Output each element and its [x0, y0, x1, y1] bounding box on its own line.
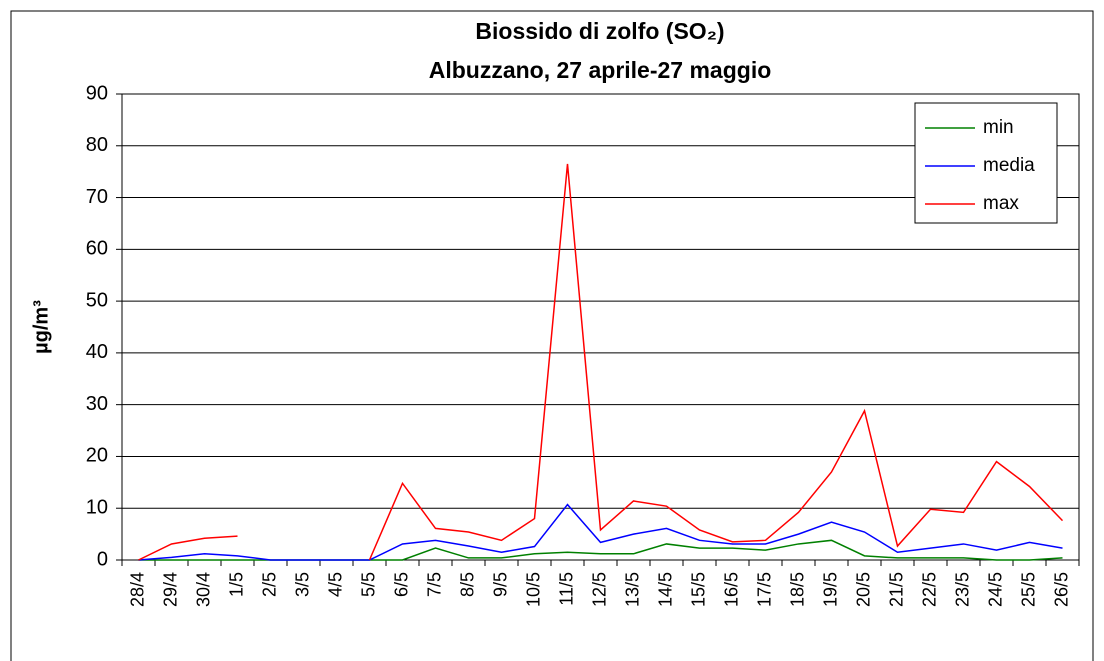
x-tick-label: 8/5 [457, 572, 477, 597]
y-tick-label: 0 [97, 548, 108, 570]
x-tick-label: 23/5 [952, 572, 972, 607]
x-tick-label: 19/5 [820, 572, 840, 607]
x-tick-label: 26/5 [1051, 572, 1071, 607]
x-tick-label: 13/5 [622, 572, 642, 607]
x-tick-label: 25/5 [1018, 572, 1038, 607]
x-tick-label: 14/5 [655, 572, 675, 607]
x-tick-label: 1/5 [226, 572, 246, 597]
legend-label: min [983, 117, 1014, 138]
x-tick-label: 18/5 [787, 572, 807, 607]
x-tick-label: 20/5 [853, 572, 873, 607]
x-tick-label: 29/4 [160, 572, 180, 607]
legend-box [914, 102, 1058, 224]
x-tick-label: 17/5 [754, 572, 774, 607]
chart-title: Biossido di zolfo (SO₂) [475, 18, 724, 44]
x-tick-label: 28/4 [127, 572, 147, 607]
x-tick-label: 10/5 [523, 572, 543, 607]
chart-subtitle: Albuzzano, 27 aprile-27 maggio [429, 57, 772, 83]
x-tick-label: 4/5 [325, 572, 345, 597]
y-tick-label: 80 [86, 134, 108, 156]
x-tick-label: 2/5 [259, 572, 279, 597]
plot-border [121, 93, 1080, 561]
x-tick-label: 6/5 [391, 572, 411, 597]
y-tick-label: 10 [86, 497, 108, 519]
legend-label: media [983, 155, 1035, 176]
x-tick-label: 22/5 [919, 572, 939, 607]
y-tick-label: 40 [86, 341, 108, 363]
x-tick-label: 30/4 [193, 572, 213, 607]
y-axis-label: µg/m³ [30, 300, 52, 354]
series-line [138, 503, 1063, 561]
x-tick-label: 7/5 [424, 572, 444, 597]
y-tick-label: 60 [86, 238, 108, 260]
legend-label: max [983, 193, 1019, 214]
y-tick-label: 90 [86, 82, 108, 104]
x-tick-label: 11/5 [556, 572, 576, 606]
y-tick-label: 70 [86, 186, 108, 208]
x-tick-label: 15/5 [688, 572, 708, 607]
x-tick-label: 5/5 [358, 572, 378, 597]
series-line [138, 163, 1064, 561]
y-tick-label: 30 [86, 393, 108, 415]
y-tick-label: 20 [86, 445, 108, 467]
y-tick-label: 50 [86, 289, 108, 311]
x-tick-label: 3/5 [292, 572, 312, 597]
x-tick-label: 21/5 [886, 572, 906, 607]
x-tick-label: 12/5 [589, 572, 609, 607]
x-tick-label: 9/5 [490, 572, 510, 597]
x-tick-label: 24/5 [985, 572, 1005, 607]
x-tick-label: 16/5 [721, 572, 741, 607]
